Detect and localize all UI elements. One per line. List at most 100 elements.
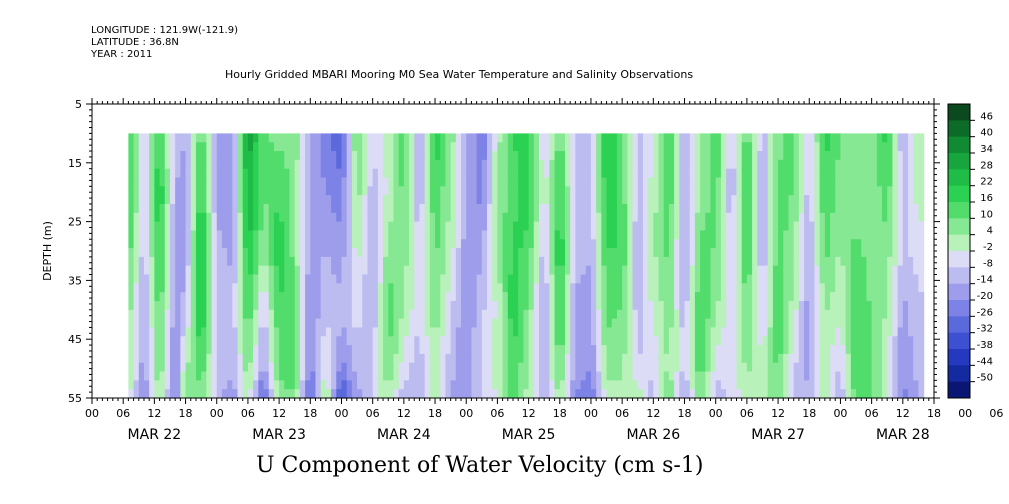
heatmap-cell	[440, 353, 447, 364]
heatmap-cell	[331, 256, 337, 267]
heatmap-cell	[585, 274, 592, 284]
heatmap-cell	[918, 186, 925, 196]
heatmap-cell	[585, 327, 592, 337]
heatmap-cell	[513, 195, 519, 205]
heatmap-cell	[892, 353, 899, 364]
heatmap-cell	[409, 248, 415, 258]
heatmap-cell	[138, 151, 145, 161]
heatmap-cell	[809, 159, 816, 170]
heatmap-cell	[767, 168, 774, 179]
heatmap-cell	[211, 221, 218, 232]
heatmap-cell	[247, 203, 254, 214]
heatmap-cell	[778, 380, 784, 390]
heatmap-cell	[668, 389, 675, 399]
heatmap-cell	[528, 353, 535, 364]
heatmap-cell	[211, 248, 218, 258]
heatmap-cell	[362, 353, 369, 364]
heatmap-cell	[138, 239, 145, 249]
heatmap-cell	[299, 195, 306, 205]
heatmap-cell	[804, 265, 810, 276]
heatmap-cell	[658, 203, 665, 214]
heatmap-cell	[642, 230, 649, 240]
heatmap-cell	[850, 389, 857, 399]
heatmap-cell	[549, 336, 556, 346]
heatmap-cell	[305, 300, 311, 311]
heatmap-cell	[414, 336, 421, 346]
heatmap-cell	[138, 389, 145, 399]
heatmap-cell	[783, 168, 790, 179]
heatmap-cell	[263, 353, 270, 364]
heatmap-cell	[720, 230, 727, 240]
heatmap-cell	[710, 283, 717, 293]
heatmap-cell	[908, 203, 914, 214]
heatmap-cell	[684, 151, 691, 161]
heatmap-cell	[850, 221, 857, 232]
heatmap-cell	[689, 230, 696, 240]
heatmap-cell	[393, 212, 400, 223]
heatmap-cell	[325, 371, 332, 381]
heatmap-cell	[518, 309, 524, 320]
heatmap-cell	[824, 203, 831, 214]
heatmap-cell	[273, 265, 280, 276]
heatmap-cell	[882, 389, 888, 399]
heatmap-cell	[752, 380, 758, 390]
heatmap-cell	[258, 362, 265, 373]
heatmap-cell	[559, 265, 566, 276]
heatmap-cell	[726, 327, 732, 337]
heatmap-cell	[830, 221, 836, 232]
heatmap-cell	[315, 283, 322, 293]
heatmap-cell	[736, 248, 743, 258]
heatmap-cell	[185, 362, 192, 373]
heatmap-cell	[487, 151, 493, 161]
heatmap-cell	[918, 195, 925, 205]
heatmap-cell	[601, 292, 608, 302]
heatmap-cell	[523, 353, 530, 364]
heatmap-cell	[611, 239, 618, 249]
heatmap-cell	[435, 353, 441, 364]
heatmap-cell	[372, 380, 379, 390]
heatmap-cell	[663, 389, 670, 399]
heatmap-cell	[585, 309, 592, 320]
heatmap-cell	[201, 318, 207, 329]
heatmap-cell	[367, 186, 374, 196]
heatmap-cell	[564, 203, 571, 214]
heatmap-cell	[284, 336, 291, 346]
heatmap-cell	[606, 195, 613, 205]
heatmap-cell	[518, 203, 524, 214]
heatmap-cell	[538, 248, 545, 258]
heatmap-cell	[201, 309, 207, 320]
heatmap-cell	[346, 212, 353, 223]
heatmap-cell	[590, 151, 597, 161]
heatmap-cell	[876, 212, 883, 223]
heatmap-cell	[689, 362, 696, 373]
heatmap-cell	[159, 256, 166, 267]
heatmap-cell	[772, 142, 779, 152]
heatmap-cell	[611, 142, 618, 152]
heatmap-cell	[216, 371, 223, 381]
heatmap-cell	[284, 142, 291, 152]
heatmap-cell	[143, 151, 150, 161]
heatmap-cell	[866, 345, 873, 355]
heatmap-cell	[694, 265, 701, 276]
heatmap-cell	[201, 159, 207, 170]
heatmap-cell	[341, 327, 348, 337]
heatmap-cell	[627, 221, 634, 232]
heatmap-cell	[227, 371, 233, 381]
heatmap-cell	[466, 318, 473, 329]
heatmap-cell	[736, 283, 743, 293]
heatmap-cell	[201, 186, 207, 196]
heatmap-cell	[149, 318, 155, 329]
heatmap-cell	[804, 151, 810, 161]
heatmap-cell	[913, 283, 920, 293]
heatmap-cell	[445, 292, 452, 302]
heatmap-cell	[642, 327, 649, 337]
heatmap-cell	[362, 212, 369, 223]
heatmap-cell	[549, 142, 556, 152]
heatmap-cell	[149, 265, 155, 276]
heatmap-cell	[554, 283, 561, 293]
heatmap-cell	[882, 151, 888, 161]
heatmap-cell	[627, 327, 634, 337]
heatmap-cell	[684, 389, 691, 399]
heatmap-cell	[804, 195, 810, 205]
heatmap-cell	[341, 221, 348, 232]
